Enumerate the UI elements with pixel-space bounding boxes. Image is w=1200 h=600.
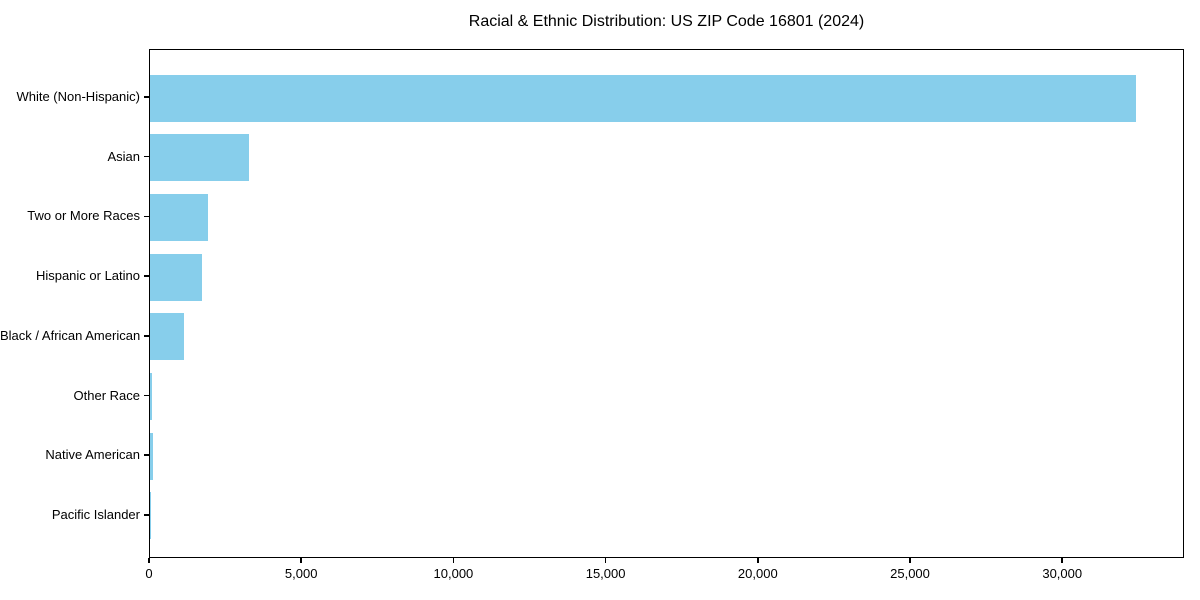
- bar-black-african-american: [150, 313, 185, 361]
- bar-white-non-hispanic: [150, 74, 1137, 122]
- x-tick-label-25000: 25,000: [890, 566, 930, 581]
- y-tick-label-white-non-hispanic: White (Non-Hispanic): [16, 89, 140, 104]
- x-tick-label-5000: 5,000: [284, 566, 318, 581]
- y-tick-label-native-american: Native American: [45, 447, 140, 463]
- bar-asian: [150, 134, 250, 182]
- y-tick-mark: [144, 335, 149, 337]
- y-tick-label-black-african-american: Black / African American: [0, 327, 141, 343]
- x-tick-label-30000: 30,000: [1042, 566, 1083, 581]
- y-tick-mark: [144, 275, 149, 277]
- chart-title: Racial & Ethnic Distribution: US ZIP Cod…: [468, 13, 865, 30]
- y-tick-mark: [144, 215, 149, 218]
- x-tick-mark: [300, 558, 302, 563]
- y-tick-mark: [144, 454, 149, 456]
- x-tick-mark: [757, 558, 759, 563]
- x-tick-mark: [1061, 558, 1063, 563]
- y-tick-label-hispanic-or-latino: Hispanic or Latino: [35, 268, 140, 284]
- x-tick-mark: [452, 558, 455, 563]
- x-tick-label-0: 0: [145, 566, 153, 581]
- bar-two-or-more-races: [150, 193, 209, 241]
- bar-other-race: [150, 373, 153, 420]
- y-tick-label-other-race: Other Race: [73, 387, 140, 403]
- plot-area: [149, 49, 1184, 558]
- y-tick-label-asian: Asian: [107, 148, 140, 164]
- y-tick-mark: [144, 514, 149, 516]
- x-tick-mark: [909, 558, 911, 563]
- x-tick-label-20000: 20,000: [737, 566, 778, 581]
- y-tick-mark: [144, 394, 149, 397]
- bar-native-american: [150, 432, 153, 480]
- y-tick-mark: [144, 96, 149, 98]
- x-tick-label-15000: 15,000: [585, 566, 626, 581]
- y-tick-label-pacific-islander: Pacific Islander: [51, 506, 140, 522]
- y-tick-mark: [144, 155, 149, 158]
- bar-hispanic-or-latino: [150, 253, 202, 301]
- x-tick-label-10000: 10,000: [433, 566, 474, 581]
- y-tick-label-two-or-more-races: Two or More Races: [27, 208, 140, 224]
- x-tick-mark: [148, 558, 150, 563]
- x-tick-mark: [604, 558, 607, 563]
